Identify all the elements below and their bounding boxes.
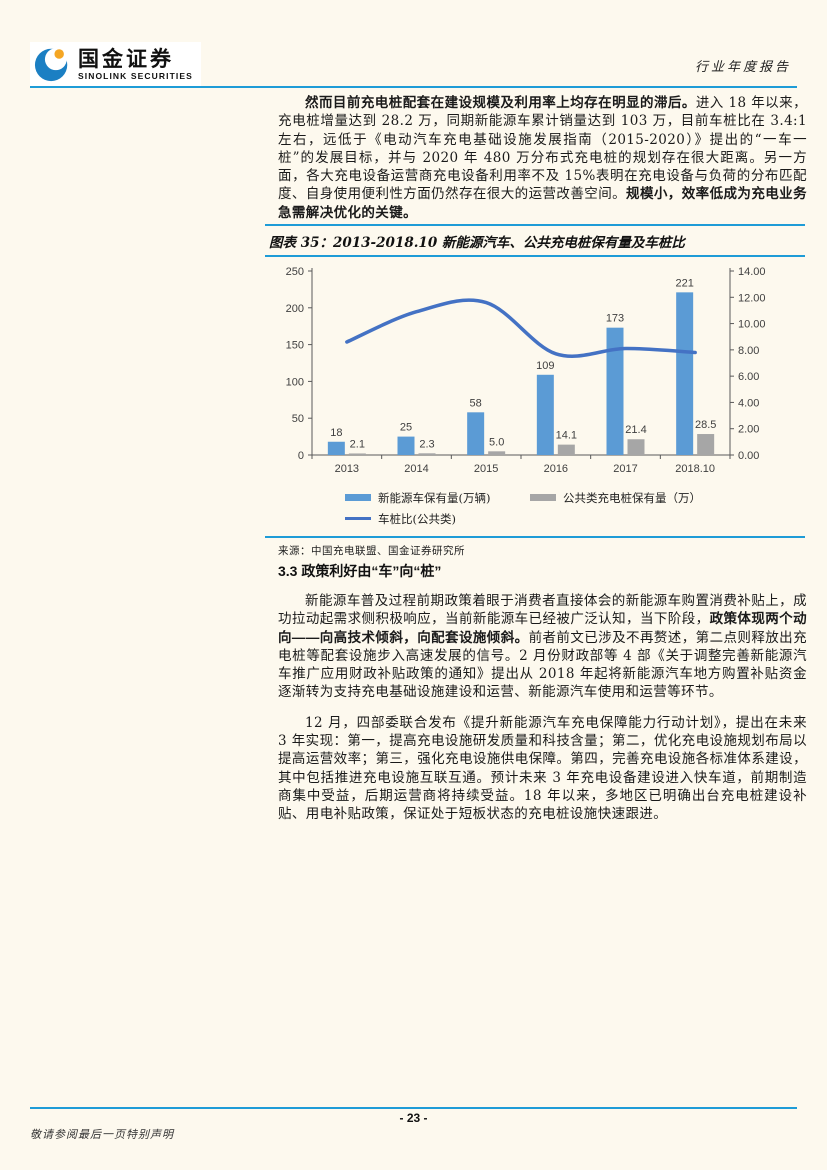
footer-divider	[30, 1107, 797, 1109]
legend-swatch-blue-bar	[345, 494, 371, 501]
svg-text:200: 200	[286, 303, 304, 315]
svg-text:2.1: 2.1	[350, 438, 365, 450]
paragraph: 12 月，四部委联合发布《提升新能源汽车充电保障能力行动计划》，提出在未来 3 …	[278, 714, 807, 824]
legend-swatch-gray-bar	[530, 494, 556, 501]
footer-disclaimer: 敬请参阅最后一页特别声明	[30, 1128, 174, 1141]
svg-text:250: 250	[286, 266, 304, 278]
figure-35: 图表 35：2013-2018.10 新能源汽车、公共充电桩保有量及车桩比 0 5…	[265, 224, 805, 558]
legend-label: 车桩比(公共类)	[378, 511, 456, 526]
text-run-bold: 然而目前充电桩配套在建设规模及利用率上均存在明显的滞后。	[305, 95, 696, 110]
svg-text:28.5: 28.5	[695, 419, 716, 431]
svg-text:173: 173	[606, 313, 624, 325]
svg-text:109: 109	[536, 360, 554, 372]
text-run-bold: 政策体现两个动向——向高技术倾斜，向配套设施倾斜。	[278, 611, 807, 645]
text-run: 新能源车普及过程前期政策着眼于消费者直接体会的新能源车购置消费补贴上，成功拉动起…	[278, 593, 807, 628]
paragraph: 然而目前充电桩配套在建设规模及利用率上均存在明显的滞后。进入 18 年以来，充电…	[278, 94, 807, 222]
report-type-label: 行业年度报告	[694, 60, 791, 75]
legend-item-ratio: 车桩比(公共类)	[345, 511, 456, 527]
svg-text:25: 25	[400, 422, 412, 434]
brand-logo: 国金证券 SINOLINK SECURITIES	[30, 42, 201, 86]
text-run: 进入 18 年以来，充电桩增量达到 28.2 万，同期新能源车累计销量达到 10…	[278, 95, 807, 203]
brand-name-cn: 国金证券	[78, 47, 174, 71]
svg-text:2013: 2013	[335, 463, 359, 475]
sinolink-logo-icon	[34, 48, 68, 82]
svg-text:2016: 2016	[544, 463, 568, 475]
legend-swatch-line	[345, 516, 371, 521]
svg-text:0: 0	[298, 450, 304, 462]
svg-text:14.1: 14.1	[556, 430, 577, 442]
page-number: - 23 -	[399, 1111, 428, 1125]
svg-text:2017: 2017	[613, 463, 637, 475]
text-run: 12 月，四部委联合发布《提升新能源汽车充电保障能力行动计划》，提出在未来 3 …	[278, 714, 807, 823]
svg-text:2014: 2014	[404, 463, 428, 475]
svg-text:4.00: 4.00	[738, 397, 759, 409]
svg-text:100: 100	[286, 376, 304, 388]
svg-text:2.3: 2.3	[419, 438, 434, 450]
svg-text:221: 221	[675, 277, 693, 289]
svg-text:6.00: 6.00	[738, 371, 759, 383]
svg-text:5.0: 5.0	[489, 436, 504, 448]
body-paragraphs-top: 然而目前充电桩配套在建设规模及利用率上均存在明显的滞后。进入 18 年以来，充电…	[278, 94, 807, 234]
legend-row: 新能源车保有量(万辆) 公共类充电桩保有量（万）	[345, 487, 805, 508]
svg-text:8.00: 8.00	[738, 345, 759, 357]
figure-title: 图表 35：2013-2018.10 新能源汽车、公共充电桩保有量及车桩比	[265, 224, 805, 257]
body-paragraphs-bottom: 新能源车普及过程前期政策着眼于消费者直接体会的新能源车购置消费补贴上，成功拉动起…	[278, 592, 807, 836]
figure-chart: 0 50 100 150 200 250 0.00 2.00 4.00 6.00 8.00 10.00…	[286, 266, 766, 475]
svg-text:2018.10: 2018.10	[675, 463, 715, 475]
svg-text:2015: 2015	[474, 463, 498, 475]
figure-source: 来源：中国充电联盟、国金证券研究所	[278, 545, 465, 557]
svg-text:50: 50	[292, 413, 304, 425]
svg-text:12.00: 12.00	[738, 292, 766, 304]
svg-text:0.00: 0.00	[738, 450, 759, 462]
text-run-bold: 规模小，效率低成为充电业务急需解决优化的关键。	[278, 186, 808, 220]
legend-label: 公共类充电桩保有量（万）	[563, 490, 701, 505]
header-divider	[30, 86, 797, 88]
svg-text:14.00: 14.00	[738, 266, 766, 278]
svg-text:2.00: 2.00	[738, 424, 759, 436]
brand-name-en: SINOLINK SECURITIES	[78, 70, 193, 81]
legend-row: 车桩比(公共类)	[345, 508, 805, 529]
legend-item-pile-stock: 公共类充电桩保有量（万）	[530, 490, 701, 506]
svg-text:150: 150	[286, 340, 304, 352]
chart-legend: 新能源车保有量(万辆) 公共类充电桩保有量（万） 车桩比(公共类)	[265, 487, 805, 529]
section-heading-3-3: 3.3 政策利好由“车”向“桩”	[278, 563, 442, 579]
svg-text:18: 18	[330, 427, 342, 439]
legend-item-ev-stock: 新能源车保有量(万辆)	[345, 490, 530, 506]
paragraph: 新能源车普及过程前期政策着眼于消费者直接体会的新能源车购置消费补贴上，成功拉动起…	[278, 592, 807, 702]
brand-text: 国金证券 SINOLINK SECURITIES	[78, 48, 193, 81]
svg-text:58: 58	[470, 397, 482, 409]
svg-text:21.4: 21.4	[625, 424, 646, 436]
figure-bottom-divider	[265, 536, 805, 538]
legend-label: 新能源车保有量(万辆)	[378, 490, 491, 505]
text-run: 前者前文已涉及不再赘述，第二点则释放出充电桩等配套设施步入高速发展的信号。2 月…	[278, 629, 807, 701]
svg-text:10.00: 10.00	[738, 319, 766, 331]
